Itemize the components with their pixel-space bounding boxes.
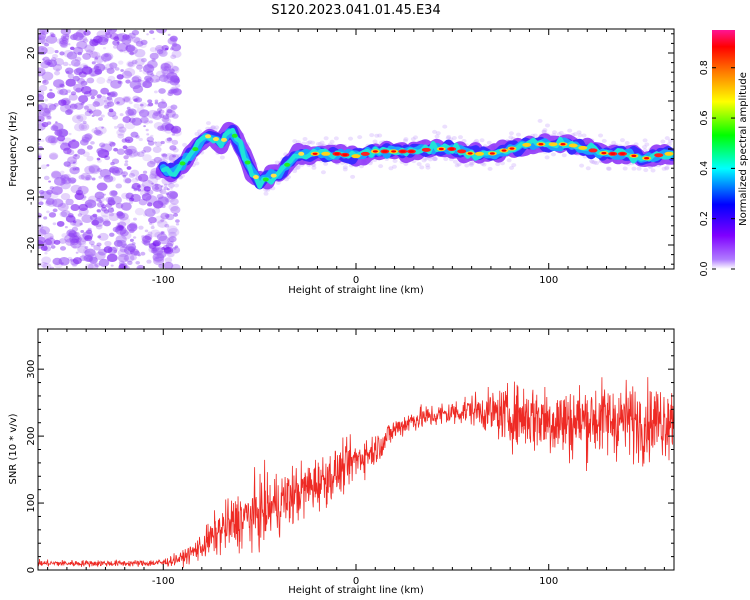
snr-ytick-label: 300 <box>26 360 37 379</box>
spectrogram-xlabel: Height of straight line (km) <box>288 285 424 296</box>
figure-title: S120.2023.041.01.45.E34 <box>271 3 440 18</box>
snr-ytick-label: 100 <box>26 494 37 513</box>
spectrogram-xtick-label: 100 <box>539 275 558 286</box>
snr-panel: -100 0 100 0 100 200 300 Height of straight li… <box>8 328 675 596</box>
snr-xtick-label: -100 <box>152 576 175 587</box>
colorbar-gradient <box>712 30 735 269</box>
spectrogram-xtick-label: -100 <box>152 275 175 286</box>
spectrogram-ytick-label: 20 <box>26 47 37 60</box>
colorbar-tick-label: 0.8 <box>699 60 710 75</box>
colorbar-tick-label: 0.2 <box>699 211 710 226</box>
snr-ylabel: SNR (10 * v/v) <box>8 413 19 484</box>
spectrogram-xtick-label: 0 <box>353 275 359 286</box>
snr-xtick-label: 0 <box>353 576 359 587</box>
colorbar-tick-label: 0.6 <box>699 110 710 125</box>
spectrogram-image <box>38 29 674 269</box>
colorbar: 0.0 0.2 0.4 0.6 0.8 Normalized spectral ampl… <box>699 30 749 277</box>
snr-ytick-label: 0 <box>26 567 37 573</box>
spectrogram-ytick-label: 0 <box>26 146 37 152</box>
colorbar-tick-label: 0.0 <box>699 261 710 276</box>
colorbar-tick-label: 0.4 <box>699 161 710 176</box>
snr-xtick-label: 100 <box>539 576 558 587</box>
snr-plot-area <box>38 329 674 570</box>
colorbar-label: Normalized spectral amplitude <box>738 72 749 226</box>
spectrogram-ytick-label: 10 <box>26 95 37 108</box>
snr-axes: -100 0 100 0 100 200 300 <box>26 328 674 587</box>
colorbar-ticks: 0.0 0.2 0.4 0.6 0.8 <box>699 60 735 277</box>
snr-series-line <box>38 377 674 568</box>
snr-ytick-label: 200 <box>26 427 37 446</box>
spectrogram-ytick-label: -10 <box>26 189 37 205</box>
spectrogram-ytick-label: -20 <box>26 237 37 253</box>
spectrogram-ylabel: Frequency (Hz) <box>8 111 19 187</box>
snr-xlabel: Height of straight line (km) <box>288 585 424 596</box>
